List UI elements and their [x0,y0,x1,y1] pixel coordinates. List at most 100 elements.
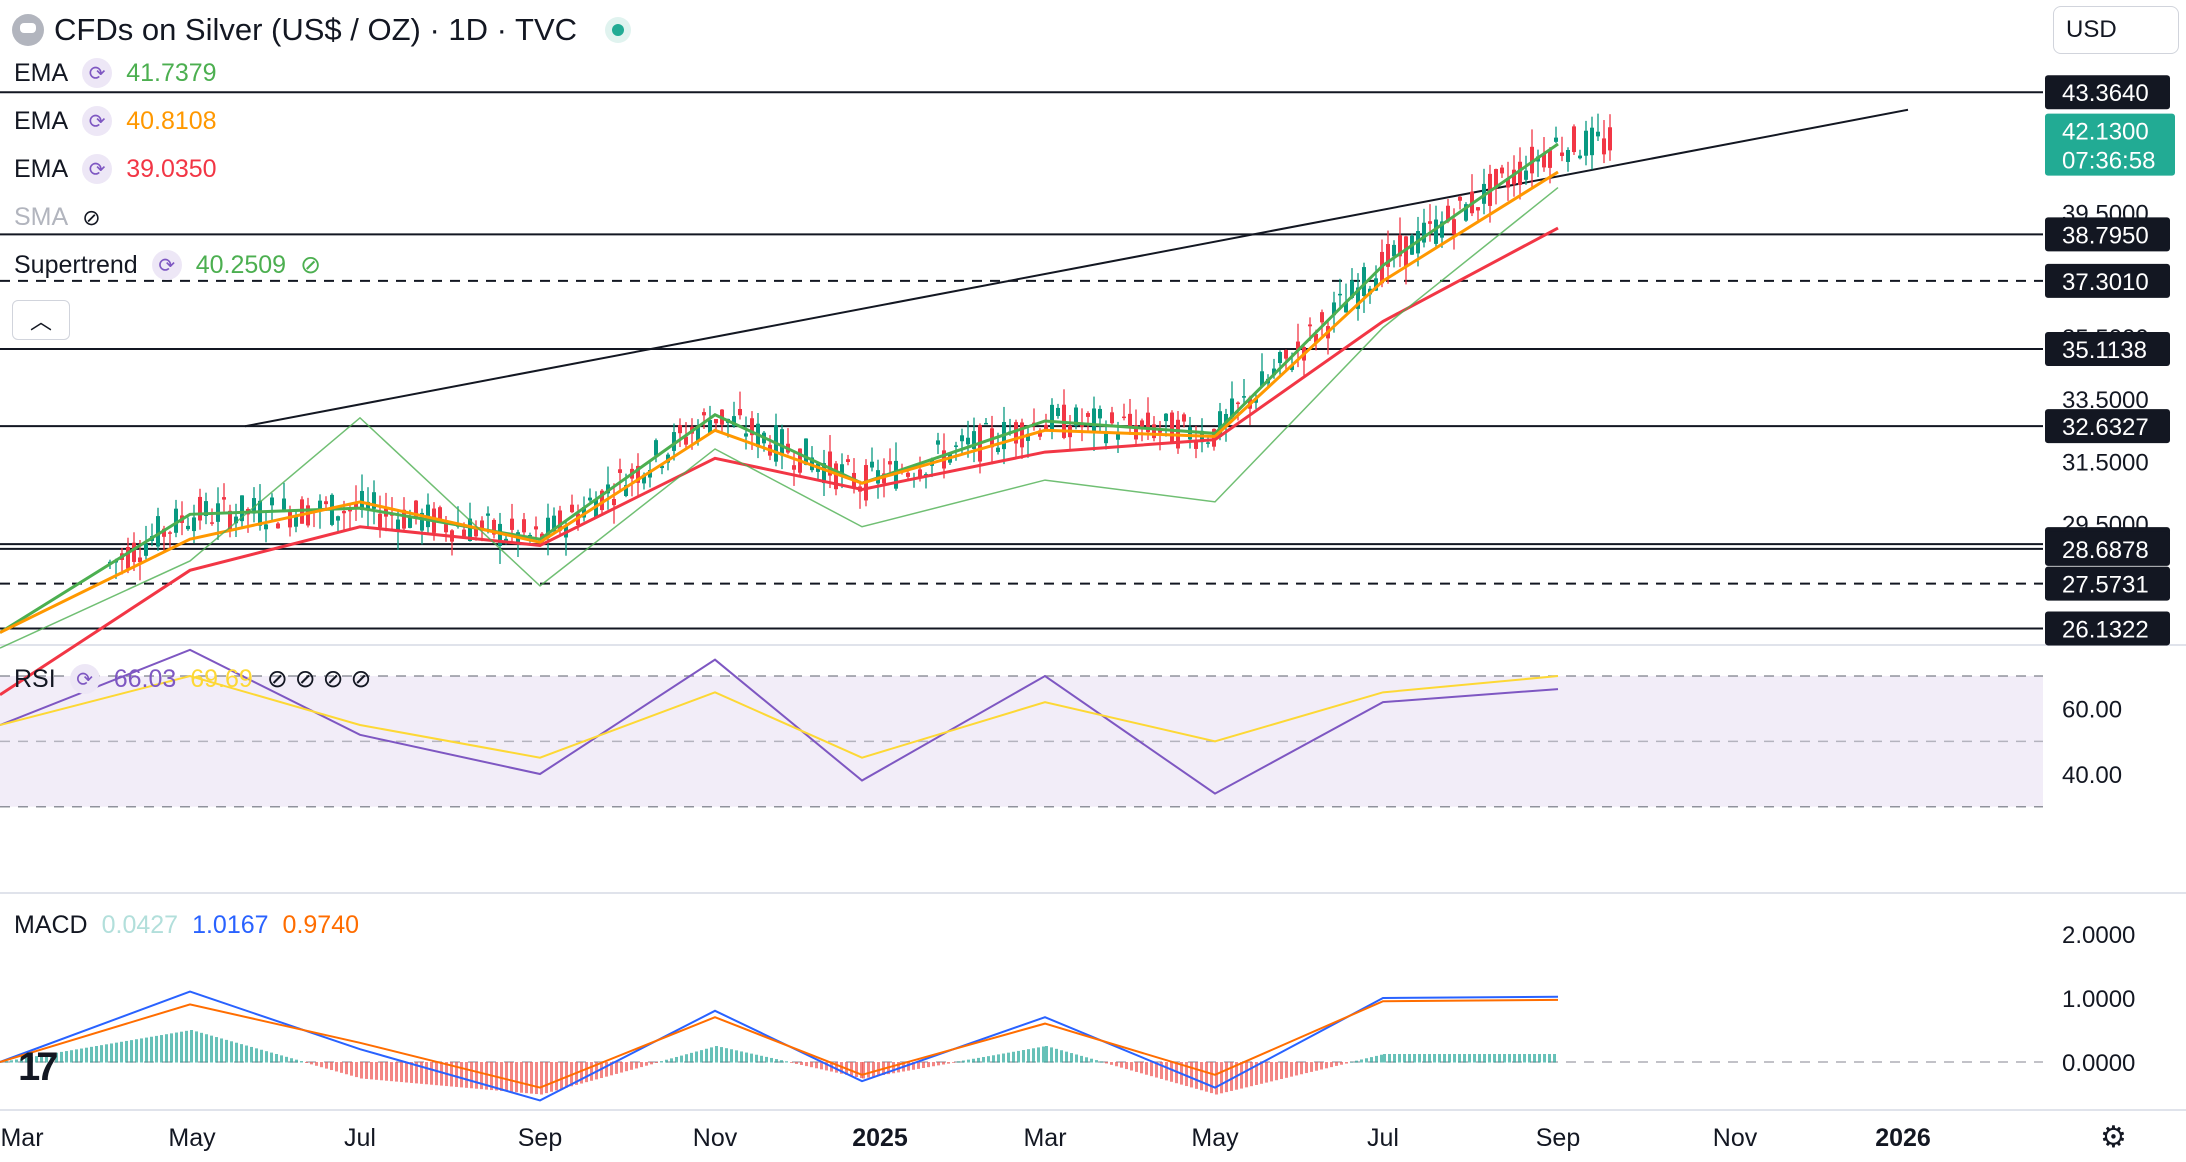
macd-histogram-bar [365,1062,368,1079]
legend-ema-3-label: EMA [14,154,69,183]
candle-body [1242,396,1246,398]
macd-histogram-bar [75,1049,78,1063]
macd-histogram-bar [90,1046,93,1063]
sync-icon[interactable]: ⟳ [151,250,182,280]
legend-ema-3[interactable]: EMA ⟳ 39.0350 [14,154,217,184]
hidden-eye-icon[interactable]: ⊘ [82,204,101,230]
macd-histogram-bar [1498,1054,1501,1063]
candle-body [582,507,586,518]
candle-body [1110,412,1114,424]
macd-histogram-bar [530,1062,533,1094]
candle-body [828,451,832,476]
legend-ema-1[interactable]: EMA ⟳ 41.7379 [14,58,217,88]
macd-histogram-bar [1305,1062,1308,1074]
macd-histogram-bar [615,1062,618,1074]
macd-histogram-bar [625,1062,628,1072]
macd-histogram-bar [670,1058,673,1063]
macd-histogram-bar [515,1062,518,1093]
macd-histogram-bar [40,1055,43,1063]
macd-histogram-bar [840,1062,843,1074]
candle-body [1260,371,1264,386]
sync-icon[interactable]: ⟳ [82,58,113,88]
legend-ema-2-value: 40.8108 [126,106,217,135]
macd-histogram-bar [270,1052,273,1063]
chart-title: CFDs on Silver (US$ / OZ) · 1D · TVC [54,12,578,47]
candle-body [870,461,874,468]
macd-histogram-bar [125,1040,128,1063]
candle-body [684,436,688,445]
macd-histogram-bar [1478,1054,1481,1063]
collapse-legend-button[interactable]: ︿ [12,300,70,340]
level-label-box [2045,566,2170,601]
macd-histogram-bar [1370,1057,1373,1063]
macd-histogram-bar [867,1062,870,1078]
macd-histogram-bar [140,1038,143,1063]
settings-gear-icon[interactable]: ⚙ [2100,1121,2127,1154]
macd-histogram-bar [105,1044,108,1063]
macd-histogram-bar [1090,1058,1093,1063]
candle-body [552,515,556,532]
macd-histogram-bar [977,1057,980,1063]
macd-histogram-bar [1155,1062,1158,1078]
candle-body [606,484,610,494]
legend-sma[interactable]: SMA ⊘ [14,203,101,232]
macd-histogram-bar [1433,1054,1436,1063]
level-label: 26.1322 [2062,616,2149,643]
macd-histogram-bar [190,1030,193,1063]
level-label-box [2045,217,2170,252]
sync-icon[interactable]: ⟳ [82,106,113,136]
legend-rsi-value: 66.03 [113,664,177,693]
macd-histogram-bar [145,1037,148,1063]
macd-histogram-bar [1508,1054,1511,1063]
macd-histogram-bar [410,1062,413,1083]
candle-body [1056,407,1060,417]
candle-body [474,526,478,537]
macd-histogram-bar [1443,1054,1446,1063]
candle-body [1020,422,1024,448]
macd-histogram-bar [1075,1054,1078,1063]
macd-histogram-bar [1365,1058,1368,1063]
legend-macd[interactable]: MACD 0.0427 1.0167 0.9740 [14,911,359,940]
macd-histogram-bar [535,1062,538,1095]
candle-body [252,498,256,514]
macd-histogram-bar [1280,1062,1283,1080]
candle-body [1044,424,1048,430]
legend-ema-2[interactable]: EMA ⟳ 40.8108 [14,106,217,136]
candle-body [660,465,664,469]
macd-histogram-bar [750,1053,753,1063]
macd-axis-tick: 0.0000 [2062,1050,2135,1077]
legend-supertrend[interactable]: Supertrend ⟳ 40.2509 ⊘ [14,250,321,280]
level-label: 38.7950 [2062,222,2149,249]
candle-body [1398,235,1402,257]
macd-histogram-bar [1210,1062,1213,1094]
candle-body [1224,413,1228,424]
macd-histogram-bar [1160,1062,1163,1079]
macd-histogram-bar [1190,1062,1193,1088]
legend-ema-1-label: EMA [14,58,69,87]
macd-histogram-bar [987,1056,990,1063]
legend-sma-label: SMA [14,203,69,231]
legend-rsi[interactable]: RSI ⟳ 66.03 69.69 ⊘ ⊘ ⊘ ⊘ [14,664,371,694]
macd-histogram-bar [715,1046,718,1063]
sync-icon[interactable]: ⟳ [69,664,100,694]
candle-body [510,518,514,530]
macd-histogram-bar [1448,1054,1451,1063]
macd-histogram-bar [1070,1053,1073,1063]
currency-button[interactable]: USD [2053,6,2179,54]
macd-histogram-bar [937,1062,940,1066]
macd-histogram-bar [545,1062,548,1094]
macd-histogram-bar [810,1062,813,1068]
macd-histogram-bar [1285,1062,1288,1078]
macd-histogram-bar [170,1033,173,1063]
candle-body [732,416,736,427]
candle-body [1602,138,1606,155]
level-label-box [2045,531,2170,566]
sync-icon[interactable]: ⟳ [82,154,113,184]
candle-body [672,432,676,451]
candle-body [1566,149,1570,162]
macd-histogram-bar [320,1062,323,1068]
macd-histogram-bar [345,1062,348,1075]
macd-histogram-bar [700,1050,703,1063]
macd-histogram-bar [740,1051,743,1063]
